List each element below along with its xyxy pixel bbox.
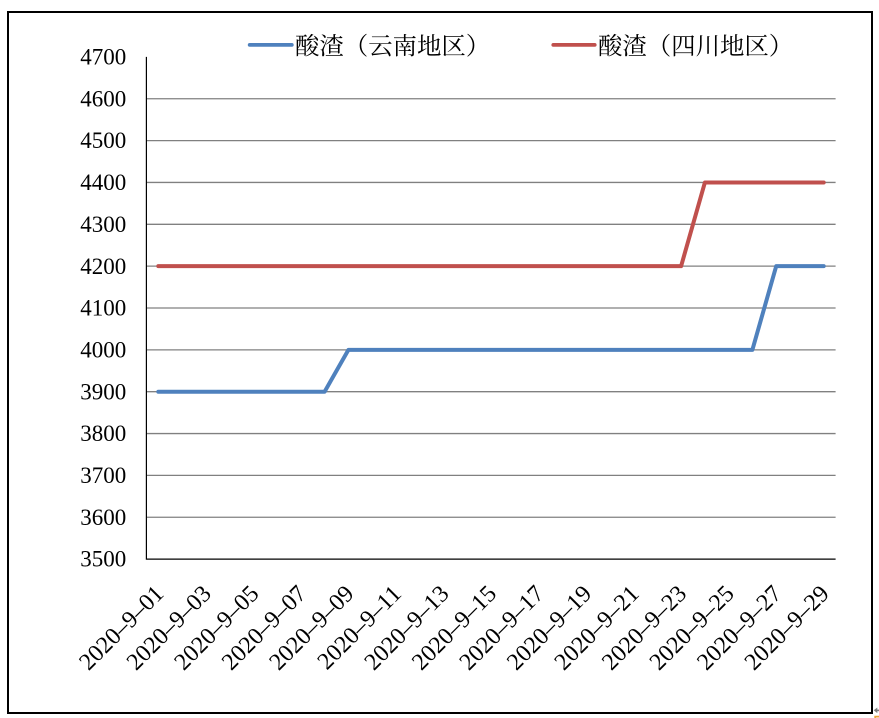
svg-text:4700: 4700 — [80, 45, 126, 70]
svg-text:3900: 3900 — [80, 379, 126, 404]
svg-text:4300: 4300 — [80, 212, 126, 237]
svg-text:4100: 4100 — [80, 296, 126, 321]
svg-text:4600: 4600 — [80, 86, 126, 111]
svg-text:4400: 4400 — [80, 170, 126, 195]
svg-text:4200: 4200 — [80, 254, 126, 279]
svg-text:3500: 3500 — [80, 547, 126, 572]
svg-text:4500: 4500 — [80, 128, 126, 153]
svg-text:3700: 3700 — [80, 463, 126, 488]
svg-text:3600: 3600 — [80, 505, 126, 530]
svg-text:3800: 3800 — [80, 421, 126, 446]
svg-text:4000: 4000 — [80, 337, 126, 362]
